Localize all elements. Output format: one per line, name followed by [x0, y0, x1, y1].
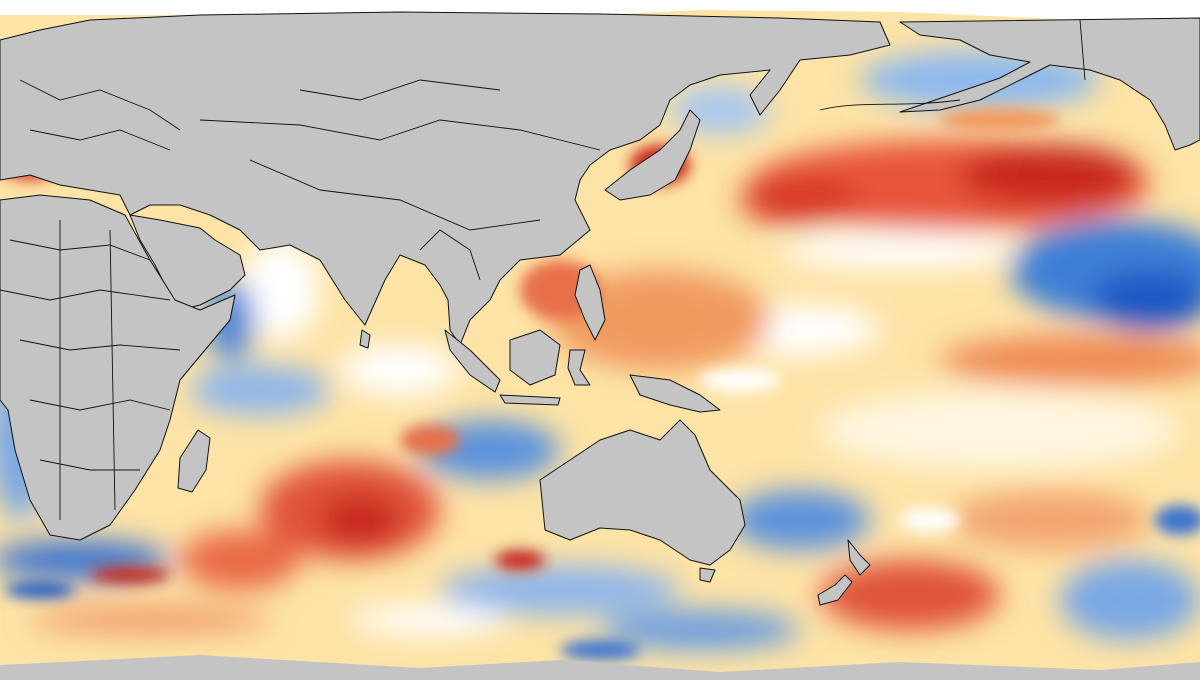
sri-lanka	[359, 329, 371, 349]
new-zealand	[847, 539, 871, 576]
new-zealand	[817, 574, 853, 606]
africa	[0, 194, 236, 541]
tasmania	[699, 567, 716, 583]
japan	[604, 109, 701, 201]
antarctica	[0, 655, 1200, 680]
arabia	[129, 214, 246, 311]
eurasia	[0, 11, 891, 346]
north-america	[899, 17, 1200, 151]
aleutians	[819, 99, 961, 111]
philippines	[574, 264, 606, 341]
madagascar	[177, 429, 211, 493]
borneo	[509, 329, 561, 386]
sulawesi	[567, 349, 591, 386]
australia	[539, 419, 746, 566]
new-guinea	[629, 374, 721, 413]
sumatra	[444, 329, 501, 393]
country-borders	[0, 19, 1086, 520]
java	[499, 394, 561, 406]
